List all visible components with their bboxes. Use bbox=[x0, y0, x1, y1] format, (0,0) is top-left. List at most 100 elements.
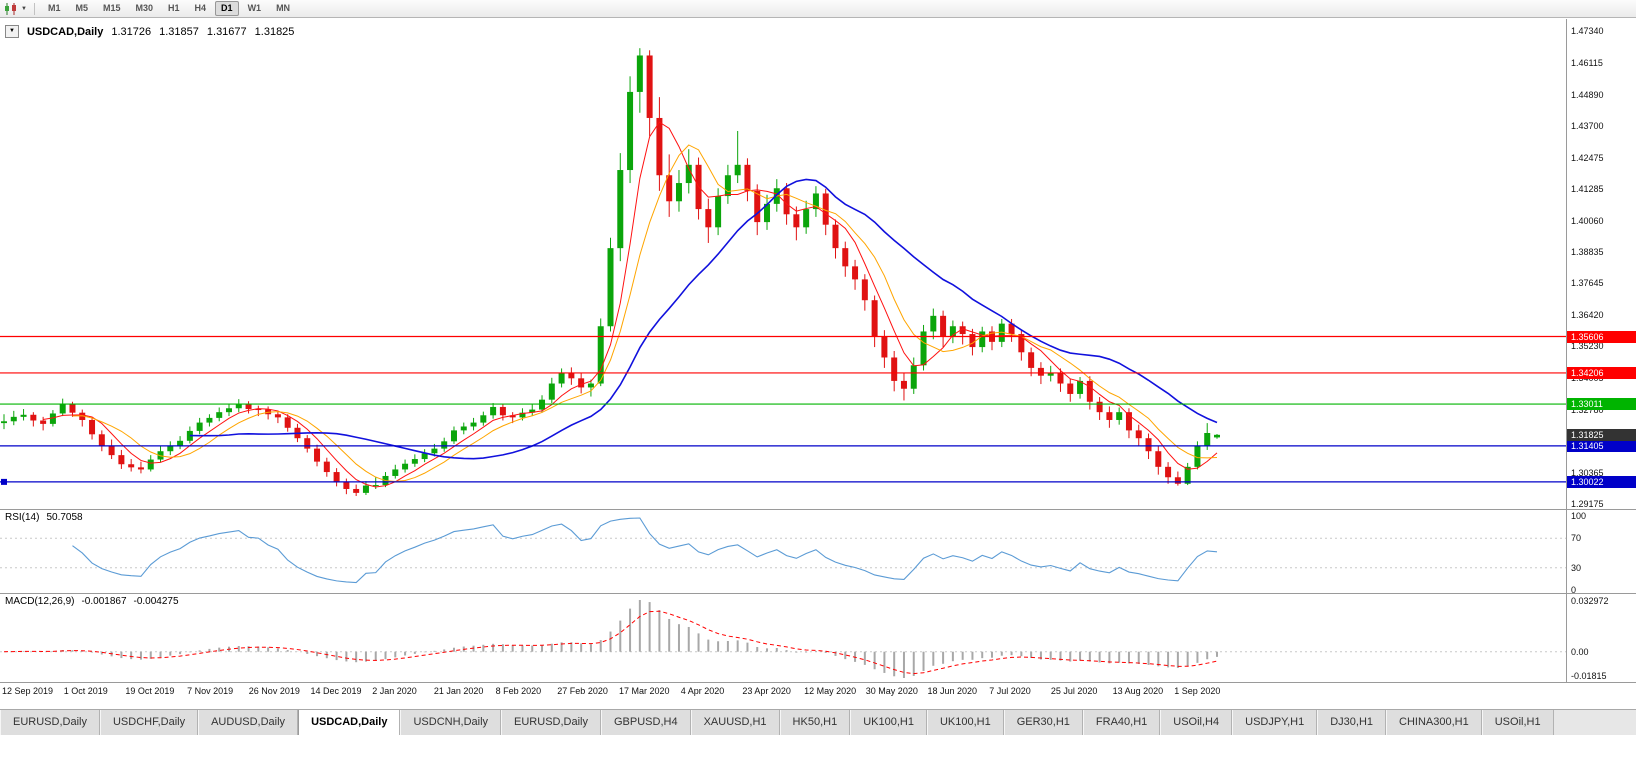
macd-signal-line bbox=[3, 610, 1218, 675]
timeframe-button-m1[interactable]: M1 bbox=[47, 3, 61, 13]
chart-tab-usdcad-daily[interactable]: USDCAD,Daily bbox=[298, 710, 401, 735]
date-axis-label: 12 May 2020 bbox=[804, 686, 857, 696]
date-axis-label: 2 Jan 2020 bbox=[372, 686, 417, 696]
ohlc-high: 1.31857 bbox=[159, 25, 199, 38]
macd-axis-label: 0.032972 bbox=[1571, 596, 1609, 606]
timeframe-button-d1[interactable]: D1 bbox=[215, 1, 239, 16]
rsi-axis-label: 100 bbox=[1571, 511, 1587, 521]
price-level-tag-1.30022[interactable]: 1.30022 bbox=[1567, 475, 1636, 488]
price-axis-label: 1.41285 bbox=[1571, 183, 1604, 194]
price-axis-label: 1.35230 bbox=[1571, 341, 1604, 352]
macd-signal-value: -0.004275 bbox=[133, 596, 179, 607]
chart-tab-gbpusd-h4[interactable]: GBPUSD,H4 bbox=[601, 710, 691, 735]
collapse-button[interactable]: ▼ bbox=[5, 25, 19, 38]
chart-tab-usdchf-daily[interactable]: USDCHF,Daily bbox=[99, 710, 199, 735]
timeframe-button-h4[interactable]: H4 bbox=[194, 3, 207, 13]
timeframe-button-w1[interactable]: W1 bbox=[247, 3, 262, 13]
macd-main-value: -0.001867 bbox=[81, 596, 127, 607]
macd-axis-label: -0.01815 bbox=[1571, 671, 1607, 681]
date-axis-label: 19 Oct 2019 bbox=[125, 686, 175, 696]
date-axis-label: 17 Mar 2020 bbox=[619, 686, 670, 696]
chart-tab-hk50-h1[interactable]: HK50,H1 bbox=[779, 710, 851, 735]
date-axis-label: 7 Jul 2020 bbox=[989, 686, 1031, 696]
price-level-tag-1.33011[interactable]: 1.33011 bbox=[1567, 398, 1636, 411]
date-axis-label: 4 Apr 2020 bbox=[680, 686, 725, 696]
date-axis-label: 21 Jan 2020 bbox=[433, 686, 484, 696]
price-axis-label: 1.43700 bbox=[1571, 120, 1604, 131]
timeframe-button-m30[interactable]: M30 bbox=[135, 3, 154, 13]
chart-tabs-bar: EURUSD,Daily USDCHF,Daily AUDUSD,Daily USDC… bbox=[0, 709, 1636, 735]
line-anchor-handle[interactable] bbox=[1, 478, 7, 485]
chart-tab-usdcnh-daily[interactable]: USDCNH,Daily bbox=[400, 710, 502, 735]
price-axis-label: 1.38835 bbox=[1571, 247, 1604, 258]
price-axis-label: 1.42475 bbox=[1571, 152, 1604, 163]
timeframe-button-group: M1 M5 M15 M30 H1 H4 D1 W1 MN bbox=[42, 1, 296, 16]
chart-tab-xauusd-h1[interactable]: XAUUSD,H1 bbox=[690, 710, 780, 735]
toolbar-separator bbox=[33, 2, 35, 15]
rsi-axis-label: 30 bbox=[1571, 562, 1582, 573]
price-axis-label: 1.32780 bbox=[1571, 405, 1604, 416]
date-axis-label: 8 Feb 2020 bbox=[495, 686, 542, 696]
date-axis-label: 26 Nov 2019 bbox=[248, 686, 300, 696]
timeframe-button-m15[interactable]: M15 bbox=[102, 3, 121, 13]
date-axis-label: 12 Sep 2019 bbox=[2, 686, 54, 696]
date-axis-label: 14 Dec 2019 bbox=[310, 686, 362, 696]
candlestick-series bbox=[1, 48, 1220, 497]
chart-tab-ger30-h1[interactable]: GER30,H1 bbox=[1003, 710, 1083, 735]
chart-tab-dj30-h1[interactable]: DJ30,H1 bbox=[1317, 710, 1387, 735]
chart-tab-usoil-h4[interactable]: USOil,H4 bbox=[1160, 710, 1233, 735]
price-axis-label: 1.40060 bbox=[1571, 215, 1604, 226]
ohlc-close: 1.31825 bbox=[254, 25, 295, 38]
date-axis-label: 1 Sep 2020 bbox=[1174, 686, 1221, 696]
candlestick-chart-icon[interactable] bbox=[4, 2, 18, 15]
date-axis-label: 7 Nov 2019 bbox=[187, 686, 234, 696]
chart-tab-usdjpy-h1[interactable]: USDJPY,H1 bbox=[1232, 710, 1318, 735]
chart-tab-uk100-h1[interactable]: UK100,H1 bbox=[850, 710, 927, 735]
chart-tab-usoil-h1[interactable]: USOil,H1 bbox=[1481, 710, 1554, 735]
chart-tab-eurusd-daily[interactable]: EURUSD,Daily bbox=[0, 710, 100, 735]
macd-indicator-name: MACD(12,26,9) bbox=[5, 596, 75, 607]
price-axis-label: 1.29175 bbox=[1571, 498, 1604, 509]
price-axis-label: 1.37645 bbox=[1571, 278, 1604, 289]
date-axis-label: 1 Oct 2019 bbox=[63, 686, 108, 696]
date-axis-label: 13 Aug 2020 bbox=[1112, 686, 1164, 696]
date-axis-label: 30 May 2020 bbox=[865, 686, 918, 696]
macd-label: MACD(12,26,9) -0.001867 -0.004275 bbox=[5, 596, 179, 607]
rsi-line bbox=[72, 517, 1218, 584]
price-axis-label: 1.44890 bbox=[1571, 89, 1604, 100]
timeframe-button-h1[interactable]: H1 bbox=[168, 3, 180, 13]
price-level-tag-1.34206[interactable]: 1.34206 bbox=[1567, 366, 1636, 379]
date-axis-label: 18 Jun 2020 bbox=[927, 686, 978, 696]
ma-mid-orange bbox=[72, 144, 1218, 483]
chart-tab-uk100-h1[interactable]: UK100,H1 bbox=[926, 710, 1004, 735]
date-axis-label: 25 Jul 2020 bbox=[1050, 686, 1098, 696]
rsi-axis-label: 70 bbox=[1571, 533, 1582, 544]
macd-axis-label: 0.00 bbox=[1571, 646, 1589, 657]
rsi-axis-label: 0 bbox=[1571, 585, 1577, 595]
price-axis-label: 1.36420 bbox=[1571, 310, 1604, 321]
rsi-label: RSI(14) 50.7058 bbox=[5, 512, 83, 523]
ma-slow-blue bbox=[189, 178, 1218, 460]
symbol-period-label: USDCAD,Daily bbox=[26, 25, 104, 38]
ohlc-low: 1.31677 bbox=[206, 25, 247, 38]
price-level-tag-1.35606[interactable]: 1.35606 bbox=[1567, 330, 1636, 343]
chart-tab-china300-h1[interactable]: CHINA300,H1 bbox=[1386, 710, 1482, 735]
chart-tab-audusd-daily[interactable]: AUDUSD,Daily bbox=[198, 710, 299, 735]
price-axis-label: 1.47340 bbox=[1571, 26, 1604, 36]
date-axis-label: 27 Feb 2020 bbox=[557, 686, 608, 696]
chart-tab-eurusd-daily[interactable]: EURUSD,Daily bbox=[501, 710, 601, 735]
ohlc-open: 1.31726 bbox=[111, 25, 152, 38]
price-axis-label: 1.30365 bbox=[1571, 467, 1604, 478]
price-level-tag-1.31405[interactable]: 1.31405 bbox=[1567, 439, 1636, 452]
chart-type-dropdown-icon[interactable]: ▼ bbox=[21, 5, 27, 12]
price-axis-label: 1.46115 bbox=[1571, 57, 1603, 68]
macd-histogram bbox=[12, 600, 1218, 678]
timeframe-button-m5[interactable]: M5 bbox=[75, 3, 88, 13]
timeframe-toolbar: ▼ M1 M5 M15 M30 H1 H4 D1 W1 MN bbox=[0, 0, 1636, 18]
current-price-tag: 1.31825 bbox=[1567, 428, 1636, 441]
timeframe-button-mn[interactable]: MN bbox=[276, 3, 291, 13]
chart-tab-fra40-h1[interactable]: FRA40,H1 bbox=[1082, 710, 1161, 735]
date-axis-label: 23 Apr 2020 bbox=[742, 686, 791, 696]
